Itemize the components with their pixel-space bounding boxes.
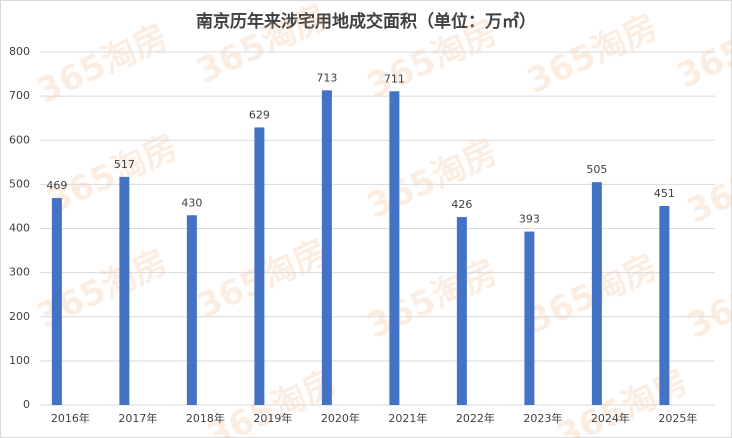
x-tick-label: 2020年 — [321, 411, 360, 425]
bar — [254, 127, 265, 406]
data-label: 430 — [181, 196, 202, 209]
data-label: 469 — [46, 179, 67, 192]
x-tick-label: 2018年 — [186, 411, 225, 425]
y-tick-label: 500 — [9, 177, 30, 190]
bar — [591, 182, 602, 405]
x-tick-label: 2021年 — [388, 411, 427, 425]
bar — [389, 91, 400, 406]
y-tick-label: 100 — [9, 354, 30, 367]
x-tick-label: 2025年 — [658, 411, 697, 425]
y-tick-label: 200 — [9, 310, 30, 323]
bar — [659, 205, 670, 405]
x-tick-label: 2024年 — [591, 411, 630, 425]
bar — [51, 198, 62, 405]
x-tick-label: 2023年 — [523, 411, 562, 425]
y-tick-label: 300 — [9, 266, 30, 279]
y-tick-label: 400 — [9, 222, 30, 235]
data-label: 629 — [249, 108, 270, 121]
bar — [456, 217, 467, 405]
data-label: 426 — [451, 198, 472, 211]
data-label: 711 — [384, 72, 405, 85]
y-tick-label: 700 — [9, 89, 30, 102]
data-label: 517 — [114, 158, 135, 171]
chart-title: 南京历年来涉宅用地成交面积（单位：万㎡） — [196, 11, 536, 32]
bar — [119, 176, 130, 405]
bar — [321, 90, 332, 406]
data-label: 505 — [586, 163, 607, 176]
data-label: 393 — [519, 213, 540, 226]
data-label: 451 — [654, 187, 675, 200]
x-tick-label: 2022年 — [456, 411, 495, 425]
bar — [186, 215, 197, 405]
y-tick-label: 800 — [9, 45, 30, 58]
y-tick-label: 0 — [23, 398, 30, 411]
y-tick-label: 600 — [9, 133, 30, 146]
x-tick-label: 2017年 — [118, 411, 157, 425]
x-tick-label: 2019年 — [253, 411, 292, 425]
data-label: 713 — [316, 71, 337, 84]
bar — [524, 231, 535, 405]
x-tick-label: 2016年 — [51, 411, 90, 425]
